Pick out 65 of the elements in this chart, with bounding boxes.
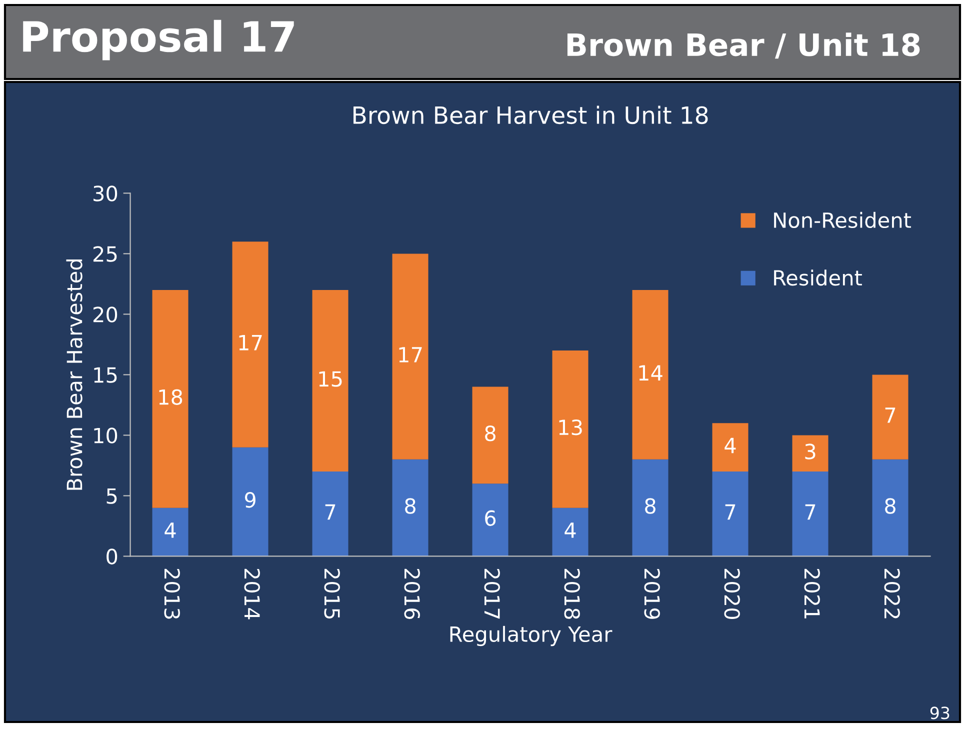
data-label: 17 <box>239 335 262 350</box>
bar <box>872 374 908 460</box>
y-tick-label: 20 <box>93 306 118 322</box>
data-label: 4 <box>164 522 176 538</box>
text: 93 <box>930 706 950 720</box>
bar <box>712 472 748 556</box>
data-label: 8 <box>485 426 496 442</box>
x-tick-label: 2016 <box>404 568 420 620</box>
text: Brown Bear / Unit 18 <box>567 32 920 59</box>
legend-label: Non-Resident <box>774 212 912 228</box>
data-label: 7 <box>885 408 896 423</box>
data-label: 6 <box>485 510 496 526</box>
data-label: 9 <box>244 492 256 508</box>
chart-title: Brown Bear Harvest in Unit 18 <box>354 106 708 124</box>
bar <box>152 290 188 508</box>
y-axis-title: Brown Bear Harvested <box>66 259 82 490</box>
x-tick-label: 2017 <box>484 568 500 619</box>
bar <box>232 242 268 448</box>
x-tick-label: 2013 <box>164 568 180 619</box>
bar <box>872 459 908 556</box>
y-tick-label: 0 <box>106 548 118 564</box>
bar <box>792 435 828 472</box>
y-tick-label: 15 <box>94 367 117 383</box>
y-tick-label: 5 <box>106 488 117 504</box>
data-label: 18 <box>159 389 182 405</box>
data-label: 8 <box>885 498 896 514</box>
bar <box>392 254 428 460</box>
y-tick-label: 30 <box>94 186 118 202</box>
bar <box>552 508 588 556</box>
bar <box>312 290 348 472</box>
data-label: 4 <box>724 438 736 454</box>
bar <box>392 459 428 556</box>
data-label: 8 <box>405 498 416 514</box>
x-tick-label: 2018 <box>564 568 580 619</box>
data-label: 17 <box>399 347 422 362</box>
bar <box>632 459 668 556</box>
data-label: 13 <box>559 419 582 436</box>
x-tick-label: 2022 <box>884 568 900 618</box>
data-label: 3 <box>805 444 816 460</box>
bar <box>472 386 508 484</box>
y-tick-label: 25 <box>93 246 117 262</box>
bar <box>152 508 188 556</box>
bar <box>232 447 268 556</box>
y-tick-label: 10 <box>94 428 118 444</box>
bar <box>792 472 828 556</box>
data-label: 7 <box>325 504 336 520</box>
x-tick-label: 2019 <box>644 568 660 619</box>
data-label: 15 <box>319 371 342 387</box>
x-tick-label: 2014 <box>244 568 260 620</box>
data-label: 7 <box>805 504 816 520</box>
data-label: 8 <box>645 498 656 514</box>
bar <box>632 290 668 460</box>
data-label: 14 <box>639 365 662 380</box>
bar <box>472 484 508 556</box>
x-axis-title: Regulatory Year <box>450 626 612 646</box>
text: Proposal 17 <box>23 20 294 60</box>
bar <box>712 423 748 472</box>
bar <box>552 350 588 508</box>
bar <box>312 472 348 556</box>
legend-label: Resident <box>774 270 862 286</box>
x-tick-label: 2015 <box>324 568 340 619</box>
data-label: 7 <box>725 504 736 520</box>
x-tick-label: 2020 <box>724 568 740 619</box>
x-tick-label: 2021 <box>804 568 820 618</box>
data-label: 4 <box>564 522 576 538</box>
